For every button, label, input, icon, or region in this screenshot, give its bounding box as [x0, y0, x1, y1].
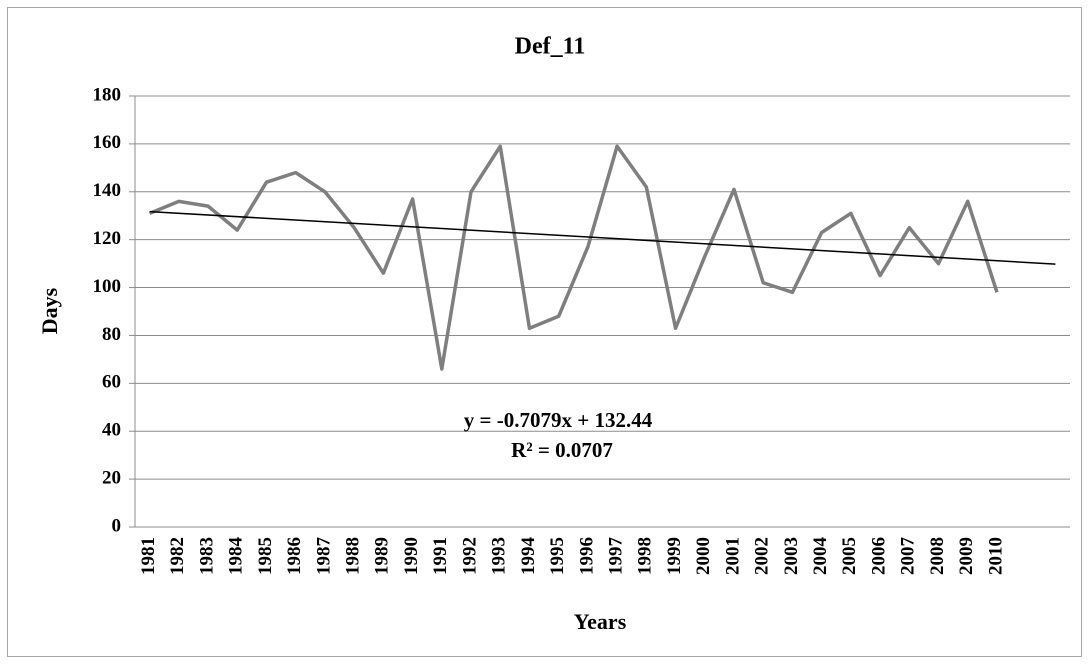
- x-tick-label: 1999: [664, 537, 685, 575]
- x-tick-label: 1983: [196, 537, 217, 575]
- y-tick-label: 140: [93, 180, 122, 201]
- y-tick-label: 0: [112, 515, 122, 536]
- x-tick-label: 1991: [430, 537, 451, 575]
- x-tick-label: 2006: [868, 537, 889, 575]
- x-tick-label: 1992: [459, 537, 480, 575]
- x-tick-label: 1993: [489, 537, 510, 575]
- y-tick-label: 180: [93, 84, 122, 105]
- trend-r2: R² = 0.0707: [511, 438, 613, 462]
- x-tick-label: 1984: [226, 537, 247, 576]
- y-tick-label: 80: [102, 324, 121, 345]
- x-tick-label: 1997: [605, 537, 626, 576]
- trend-equation: y = -0.7079x + 132.44: [464, 408, 653, 432]
- x-tick-label: 1995: [547, 537, 568, 575]
- trendline: [149, 210, 1056, 265]
- x-tick-label: 1987: [313, 537, 334, 576]
- x-tick-label: 1996: [576, 537, 597, 575]
- x-tick-label: 1981: [138, 537, 159, 575]
- x-tick-label: 1982: [167, 537, 188, 575]
- x-tick-label: 1990: [401, 537, 422, 575]
- y-axis-title: Days: [37, 287, 62, 334]
- chart-border: [7, 7, 1082, 657]
- x-tick-label: 2000: [693, 537, 714, 575]
- y-tick-label: 100: [93, 276, 122, 297]
- chart-title: Def_11: [515, 34, 586, 60]
- y-tick-label: 40: [102, 420, 121, 441]
- x-tick-label: 2004: [810, 537, 831, 576]
- x-tick-label: 2002: [752, 537, 773, 575]
- x-tick-label: 2001: [722, 537, 743, 575]
- x-tick-label: 2009: [956, 537, 977, 575]
- x-tick-label: 2008: [927, 537, 948, 575]
- data-line: [148, 144, 999, 371]
- x-tick-label: 1986: [284, 537, 305, 575]
- y-tick-label: 120: [93, 228, 122, 249]
- y-tick-label: 20: [102, 467, 121, 488]
- x-tick-label: 2003: [781, 537, 802, 575]
- y-tick-label: 160: [93, 132, 122, 153]
- x-axis-title: Years: [574, 609, 627, 634]
- x-tick-label: 1989: [372, 537, 393, 575]
- y-tick-label: 60: [102, 372, 121, 393]
- x-tick-label: 1994: [518, 537, 539, 576]
- x-tick-label: 1998: [635, 537, 656, 575]
- x-tick-label: 2007: [898, 537, 919, 576]
- x-tick-label: 1988: [343, 537, 364, 575]
- x-tick-label: 2010: [985, 537, 1006, 575]
- x-tick-label: 1985: [255, 537, 276, 575]
- x-tick-label: 2005: [839, 537, 860, 575]
